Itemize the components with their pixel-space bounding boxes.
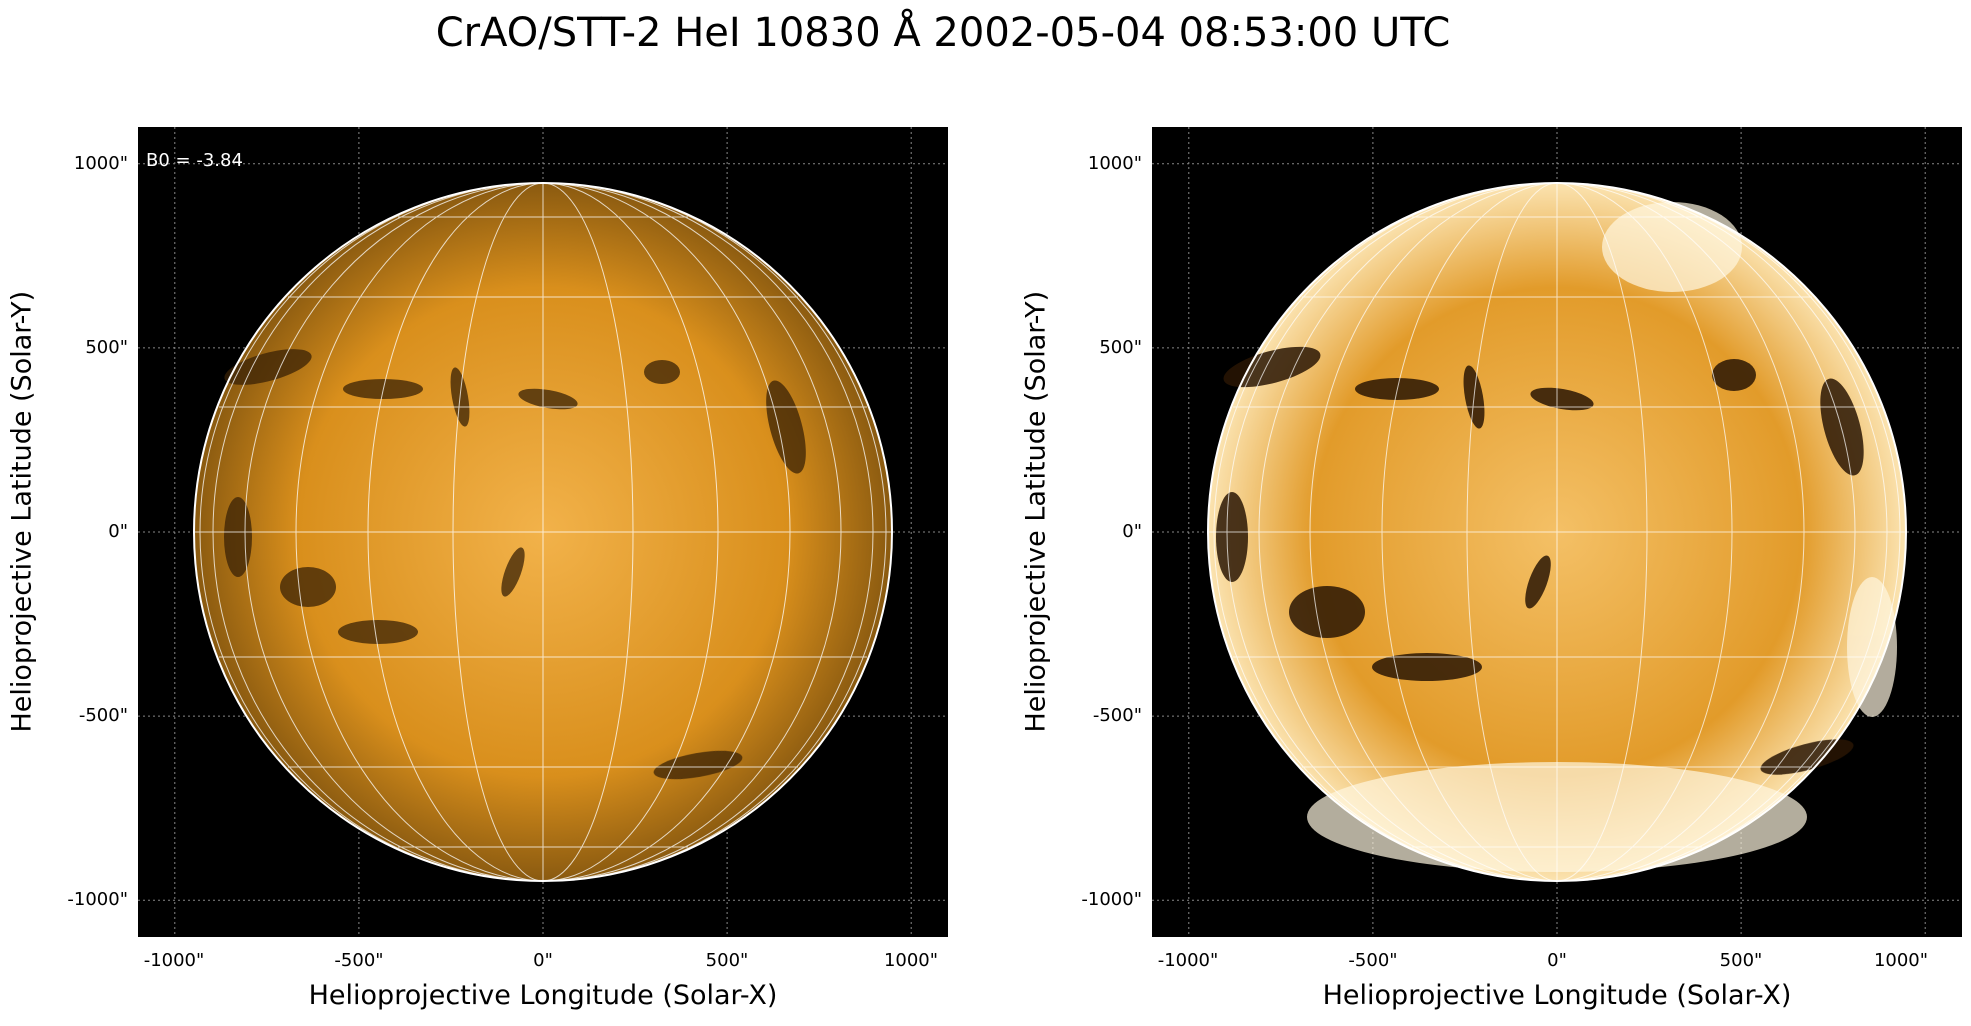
- y-tick-label: -1000": [67, 889, 128, 910]
- y-tick-label: 500": [1099, 337, 1142, 358]
- y-tick-label: 1000": [1087, 153, 1142, 174]
- x-axis-label: Helioprojective Longitude (Solar-X): [308, 980, 778, 1011]
- x-tick-label: 1000": [1873, 950, 1929, 971]
- y-tick-label: -500": [78, 705, 128, 726]
- x-tick-label: 500": [1719, 950, 1763, 971]
- x-tick-label: 0": [533, 950, 553, 971]
- y-tick-label: 0": [1122, 521, 1142, 542]
- figure-title: CrAO/STT-2 HeI 10830 Å 2002-05-04 08:53:…: [435, 10, 1451, 56]
- x-axis-label: Helioprojective Longitude (Solar-X): [1322, 980, 1792, 1011]
- y-tick-label: 500": [85, 337, 128, 358]
- solar-disk-image-right: [1152, 127, 1962, 937]
- x-tick-label: 0": [1547, 950, 1567, 971]
- x-tick-label: -1000": [1157, 950, 1219, 971]
- y-tick-label: 1000": [73, 153, 128, 174]
- x-tick-label: -1000": [143, 950, 205, 971]
- y-axis-label: Helioprojective Latitude (Solar-Y): [6, 290, 38, 733]
- b0-annotation: B0 = -3.84: [146, 150, 243, 171]
- x-tick-label: -500": [1348, 950, 1398, 971]
- y-tick-label: -500": [1092, 705, 1142, 726]
- y-tick-label: -1000": [1081, 889, 1142, 910]
- x-tick-label: 1000": [883, 950, 939, 971]
- x-tick-label: -500": [334, 950, 384, 971]
- y-axis-label: Helioprojective Latitude (Solar-Y): [1020, 290, 1052, 733]
- solar-disk-image-left: [138, 127, 948, 937]
- x-tick-label: 500": [705, 950, 749, 971]
- y-tick-label: 0": [108, 521, 128, 542]
